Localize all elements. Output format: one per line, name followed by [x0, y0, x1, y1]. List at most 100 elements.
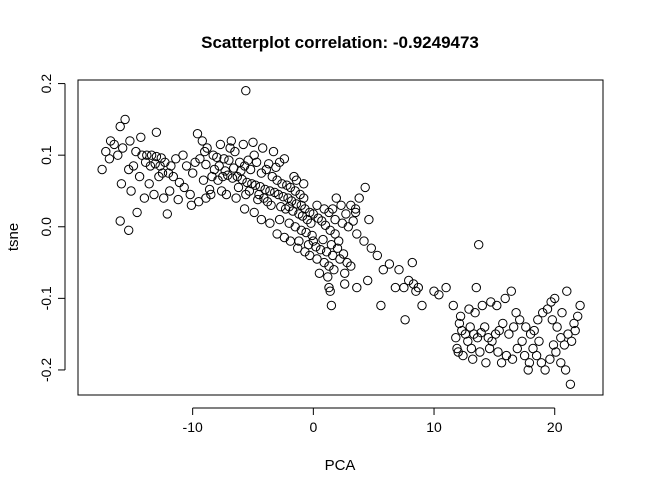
scatter-point	[276, 202, 286, 212]
scatter-point	[448, 300, 458, 311]
scatter-point	[224, 155, 234, 165]
scatter-point	[173, 194, 183, 205]
scatter-point	[562, 286, 572, 296]
scatter-point	[326, 240, 337, 250]
scatter-point	[492, 300, 502, 311]
scatter-point	[533, 315, 543, 325]
scatter-point	[266, 200, 276, 211]
scatter-point	[477, 300, 487, 311]
scatter-point	[198, 175, 209, 185]
scatter-point	[268, 146, 279, 157]
scatter-point	[481, 358, 491, 368]
scatter-point	[548, 340, 559, 350]
scatter-point	[329, 265, 339, 275]
scatter-point	[192, 129, 203, 139]
scatter-point	[372, 250, 382, 261]
scatter-point	[134, 171, 145, 182]
scatter-point	[248, 137, 258, 148]
x-tick-label: 0	[309, 419, 317, 435]
scatter-point	[285, 236, 296, 246]
scatter-point	[267, 171, 277, 182]
scatter-point	[334, 236, 344, 246]
scatter-point	[376, 300, 386, 311]
scatter-point	[124, 164, 134, 175]
scatter-point	[105, 136, 116, 146]
scatter-point	[185, 189, 195, 200]
scatter-point	[475, 347, 485, 357]
scatter-point	[125, 136, 135, 146]
scatter-point	[411, 286, 421, 296]
scatter-point	[338, 249, 349, 259]
scatter-point	[320, 220, 331, 231]
scatter-point	[290, 186, 300, 196]
scatter-point	[468, 354, 478, 364]
scatter-point	[120, 114, 130, 125]
scatter-point	[390, 282, 401, 293]
scatter-point	[249, 207, 259, 218]
scatter-point	[104, 154, 115, 164]
scatter-point	[336, 200, 346, 211]
scatter-point	[227, 173, 238, 183]
scatter-point	[294, 236, 304, 246]
scatter-point	[545, 354, 555, 364]
scatter-point	[315, 245, 326, 255]
scatter-point	[474, 240, 484, 250]
scatter-point	[525, 329, 536, 339]
scatter-point	[348, 216, 358, 226]
scatter-point	[265, 218, 275, 228]
scatter-point	[116, 179, 127, 189]
scatter-point	[384, 259, 395, 269]
scatter-point	[215, 139, 226, 150]
scatter-point	[146, 150, 157, 160]
scatter-point	[128, 161, 139, 171]
scatter-point	[258, 143, 268, 153]
scatter-point	[531, 350, 542, 361]
scatter-point	[324, 282, 334, 293]
scatter-point	[454, 318, 465, 329]
scatter-point	[509, 322, 519, 332]
scatter-point	[306, 218, 316, 228]
scatter-point	[323, 272, 333, 282]
scatter-point	[441, 282, 451, 293]
scatter-point	[466, 343, 477, 354]
scatter-point	[149, 189, 159, 200]
scatter-point	[319, 257, 329, 268]
scatter-point	[506, 286, 516, 296]
scatter-point	[140, 157, 151, 168]
scatter-point	[378, 265, 388, 275]
y-axis-label: tsne	[5, 223, 22, 251]
scatter-point	[262, 197, 273, 207]
scatter-point	[399, 282, 409, 293]
scatter-point	[241, 189, 251, 200]
y-tick-label: 0.2	[38, 74, 54, 94]
scatter-point	[517, 336, 527, 346]
scatter-point	[245, 164, 256, 175]
scatter-point	[452, 343, 462, 354]
scatter-point	[293, 243, 303, 253]
scatter-point	[218, 171, 228, 182]
scatter-point	[457, 325, 467, 336]
scatter-point	[500, 293, 510, 304]
scatter-point	[271, 162, 281, 173]
scatter-point	[291, 175, 302, 185]
scatter-point	[279, 232, 290, 243]
scatter-point	[328, 204, 338, 214]
scatter-point	[204, 184, 215, 195]
scatter-point	[301, 227, 311, 238]
scatter-point	[279, 154, 290, 164]
scatter-point	[400, 315, 410, 325]
scatter-point	[241, 86, 251, 96]
scatter-point	[296, 200, 306, 211]
scatter-point	[197, 136, 208, 146]
scatter-point	[547, 315, 557, 325]
scatter-point	[346, 261, 356, 271]
scatter-point	[179, 182, 189, 193]
scatter-point	[230, 146, 240, 157]
scatter-point	[213, 175, 223, 185]
scatter-point	[507, 354, 518, 364]
scatter-point	[458, 350, 468, 361]
scatter-point	[529, 325, 539, 336]
scatter-point	[337, 218, 347, 228]
scatter-point	[256, 214, 267, 225]
scatter-point	[165, 186, 175, 196]
